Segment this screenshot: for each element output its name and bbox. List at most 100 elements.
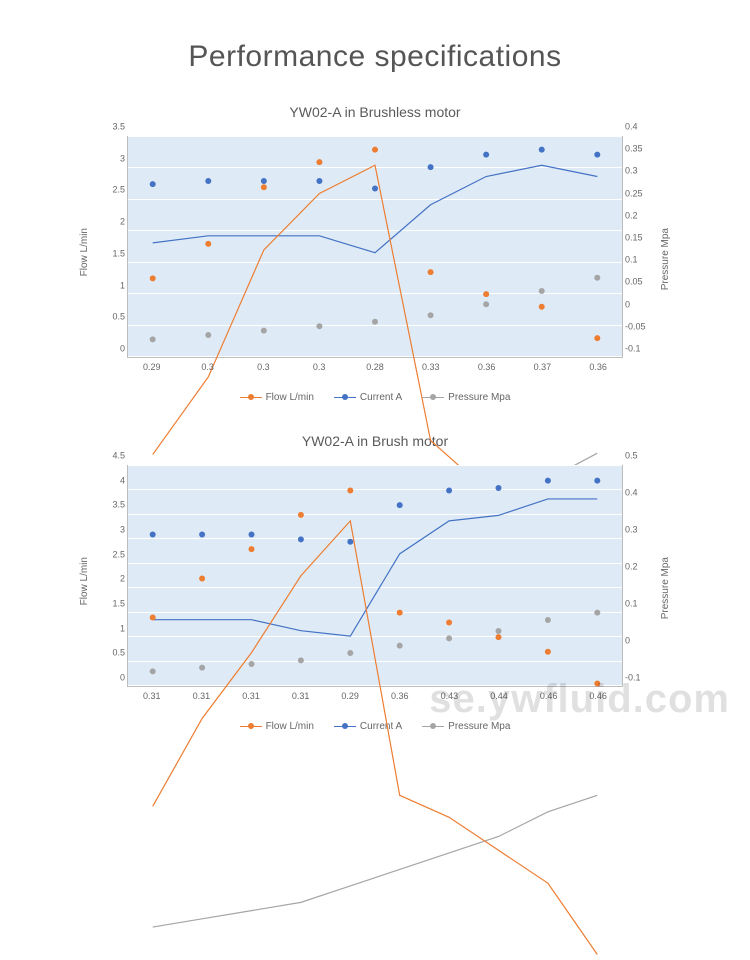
ytick: 0.3: [625, 526, 655, 535]
marker-pressure: [545, 617, 551, 623]
page-title: Performance specifications: [0, 40, 750, 74]
xtick: 0.31: [292, 691, 310, 701]
chart-title: YW02-A in Brushless motor: [75, 104, 675, 120]
ytick: 0.5: [625, 452, 655, 461]
chart: YW02-A in Brush motorFlow L/minPressure …: [75, 433, 675, 732]
marker-current: [205, 178, 211, 184]
ytick: 3.5: [95, 123, 125, 132]
marker-flow: [594, 335, 600, 341]
marker-current: [397, 502, 403, 508]
marker-flow: [347, 487, 353, 493]
xtick: 0.29: [341, 691, 359, 701]
xtick: 0.37: [534, 362, 552, 372]
marker-pressure: [539, 288, 545, 294]
ytick: 0.35: [625, 145, 655, 154]
ytick: 0.1: [625, 600, 655, 609]
marker-flow: [397, 610, 403, 616]
ytick: 0: [95, 674, 125, 683]
xtick: 0.31: [242, 691, 260, 701]
marker-pressure: [298, 657, 304, 663]
marker-current: [594, 152, 600, 158]
marker-flow: [150, 275, 156, 281]
chart: YW02-A in Brushless motorFlow L/minPress…: [75, 104, 675, 403]
series-pressure: [153, 795, 598, 927]
marker-current: [594, 478, 600, 484]
marker-pressure: [446, 635, 452, 641]
ytick: 1: [95, 624, 125, 633]
ytick: -0.05: [625, 322, 655, 331]
marker-flow: [496, 634, 502, 640]
marker-flow: [372, 147, 378, 153]
marker-flow: [483, 291, 489, 297]
marker-flow: [545, 649, 551, 655]
marker-current: [150, 531, 156, 537]
marker-flow: [316, 159, 322, 165]
marker-pressure: [205, 332, 211, 338]
ytick: 0.2: [625, 563, 655, 572]
y-axis-left-label: Flow L/min: [79, 557, 90, 605]
marker-pressure: [496, 628, 502, 634]
marker-pressure: [261, 328, 267, 334]
plot-area: [127, 136, 623, 358]
marker-pressure: [150, 336, 156, 342]
xtick: 0.43: [441, 691, 459, 701]
chart-markers: [128, 137, 622, 357]
ytick: 2.5: [95, 550, 125, 559]
ytick: 3: [95, 154, 125, 163]
marker-flow: [446, 619, 452, 625]
x-ticks: 0.290.30.30.30.280.330.360.370.36: [127, 362, 623, 374]
ytick: 3.5: [95, 501, 125, 510]
chart-box: Flow L/minPressure Mpa00.511.522.533.5-0…: [75, 128, 675, 388]
ytick: 0: [625, 300, 655, 309]
ytick: 0.4: [625, 123, 655, 132]
y-ticks-left: 00.511.522.533.544.5: [95, 465, 125, 687]
marker-current: [347, 539, 353, 545]
x-ticks: 0.310.310.310.310.290.360.430.440.460.46: [127, 691, 623, 703]
y-ticks-right: -0.100.10.20.30.40.5: [625, 465, 655, 687]
xtick: 0.36: [478, 362, 496, 372]
ytick: -0.1: [625, 345, 655, 354]
marker-current: [496, 485, 502, 491]
marker-flow: [261, 184, 267, 190]
chart-box: Flow L/minPressure Mpa00.511.522.533.544…: [75, 457, 675, 717]
xtick: 0.46: [589, 691, 607, 701]
ytick: -0.1: [625, 674, 655, 683]
marker-flow: [298, 512, 304, 518]
marker-current: [150, 181, 156, 187]
marker-current: [428, 164, 434, 170]
legend-marker-icon: [240, 722, 262, 730]
legend-marker-icon: [334, 393, 356, 401]
plot-area: [127, 465, 623, 687]
marker-current: [372, 186, 378, 192]
xtick: 0.33: [422, 362, 440, 372]
xtick: 0.36: [391, 691, 409, 701]
marker-current: [199, 531, 205, 537]
y-ticks-left: 00.511.522.533.5: [95, 136, 125, 358]
y-axis-left-label: Flow L/min: [79, 228, 90, 276]
ytick: 2.5: [95, 186, 125, 195]
ytick: 0.5: [95, 649, 125, 658]
ytick: 1.5: [95, 249, 125, 258]
marker-current: [483, 152, 489, 158]
legend-marker-icon: [240, 393, 262, 401]
ytick: 0.1: [625, 256, 655, 265]
legend-marker-icon: [422, 722, 444, 730]
xtick: 0.31: [193, 691, 211, 701]
marker-flow: [249, 546, 255, 552]
xtick: 0.36: [589, 362, 607, 372]
xtick: 0.3: [257, 362, 270, 372]
marker-current: [446, 487, 452, 493]
ytick: 0.4: [625, 489, 655, 498]
xtick: 0.46: [540, 691, 558, 701]
marker-pressure: [594, 610, 600, 616]
ytick: 0.5: [95, 313, 125, 322]
xtick: 0.29: [143, 362, 161, 372]
legend-marker-icon: [334, 722, 356, 730]
marker-pressure: [372, 319, 378, 325]
marker-flow: [150, 615, 156, 621]
marker-pressure: [199, 665, 205, 671]
marker-current: [261, 178, 267, 184]
marker-pressure: [594, 275, 600, 281]
marker-flow: [539, 304, 545, 310]
ytick: 0.2: [625, 211, 655, 220]
